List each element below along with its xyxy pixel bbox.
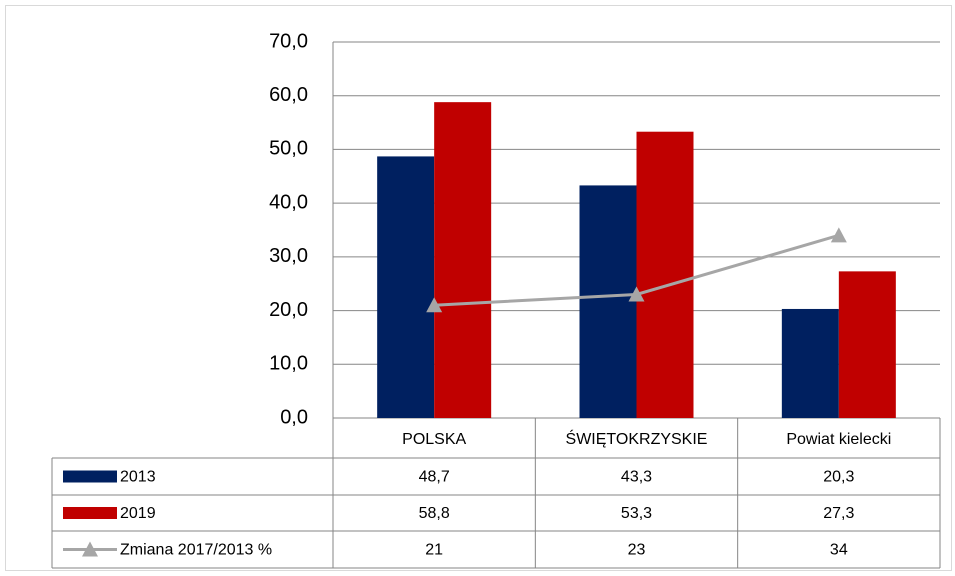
x-tick-label: ŚWIĘTOKRZYSKIE (566, 429, 708, 448)
bar (636, 131, 694, 418)
table-value: 53,3 (621, 505, 652, 522)
y-tick-label: 10,0 (269, 353, 308, 375)
table-value: 27,3 (823, 505, 854, 522)
table-value: 34 (830, 542, 848, 559)
table-value: 23 (628, 542, 646, 559)
line-marker (830, 227, 847, 243)
x-tick-label: Powiat kielecki (786, 431, 891, 448)
table-value: 58,8 (419, 505, 450, 522)
y-tick-label: 30,0 (269, 245, 308, 267)
legend-key (63, 507, 117, 519)
legend-key (63, 470, 117, 483)
bar (781, 308, 839, 418)
bar (579, 185, 637, 418)
table-value: 20,3 (823, 469, 854, 486)
x-tick-label: POLSKA (402, 431, 466, 448)
y-tick-label: 20,0 (269, 299, 308, 321)
bar (377, 156, 435, 418)
line-marker (426, 297, 443, 313)
legend-key-marker (82, 541, 98, 557)
y-tick-label: 50,0 (269, 138, 308, 160)
y-tick-label: 40,0 (269, 191, 308, 213)
y-tick-label: 60,0 (269, 84, 308, 106)
bar (434, 102, 492, 418)
table-value: 21 (425, 542, 443, 559)
line-marker (628, 286, 645, 302)
legend-label: Zmiana 2017/2013 % (120, 542, 272, 559)
y-tick-label: 0,0 (280, 406, 308, 428)
y-tick-label: 70,0 (269, 30, 308, 52)
table-value: 43,3 (621, 469, 652, 486)
legend-label: 2019 (120, 505, 156, 522)
table-value: 48,7 (419, 469, 450, 486)
bar (838, 271, 896, 418)
legend-label: 2013 (120, 469, 156, 486)
